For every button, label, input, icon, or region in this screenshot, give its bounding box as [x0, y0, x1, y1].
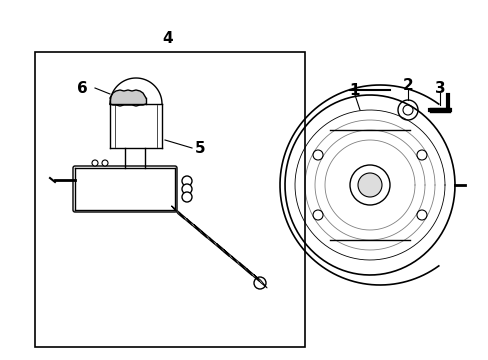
- Polygon shape: [171, 206, 184, 219]
- Circle shape: [312, 150, 323, 160]
- Circle shape: [312, 210, 323, 220]
- Circle shape: [182, 192, 192, 202]
- Circle shape: [92, 160, 98, 166]
- Bar: [35, 52, 305, 347]
- Polygon shape: [216, 244, 229, 257]
- Circle shape: [397, 100, 417, 120]
- Circle shape: [416, 210, 426, 220]
- Circle shape: [253, 277, 265, 289]
- Circle shape: [182, 176, 192, 186]
- Text: 2: 2: [402, 77, 412, 93]
- Circle shape: [357, 173, 381, 197]
- Text: 5: 5: [194, 140, 205, 156]
- Text: 4: 4: [163, 31, 173, 45]
- Circle shape: [402, 105, 412, 115]
- Circle shape: [102, 160, 108, 166]
- Text: 6: 6: [77, 81, 87, 95]
- Text: 3: 3: [434, 81, 445, 95]
- Circle shape: [349, 165, 389, 205]
- Circle shape: [182, 184, 192, 194]
- FancyBboxPatch shape: [73, 166, 177, 212]
- Polygon shape: [194, 225, 206, 238]
- Circle shape: [416, 150, 426, 160]
- Polygon shape: [239, 262, 251, 275]
- Text: 1: 1: [349, 82, 360, 98]
